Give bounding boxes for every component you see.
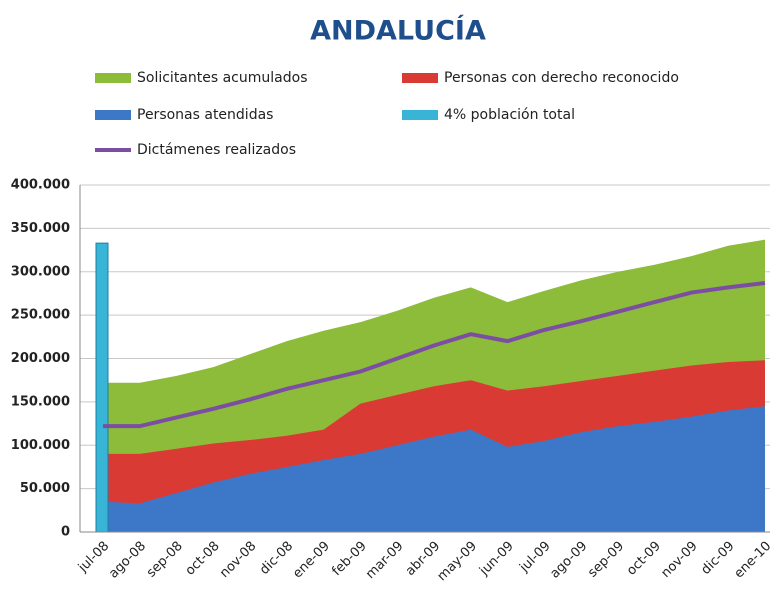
legend-label: 4% población total <box>444 107 575 123</box>
legend-swatch <box>402 73 438 83</box>
legend-swatch <box>95 73 131 83</box>
x-tick-label: oct-09 <box>624 539 664 579</box>
y-tick-label: 0 <box>61 525 70 540</box>
x-tick-label: mar-09 <box>363 539 406 582</box>
y-tick-label: 250.000 <box>11 308 70 323</box>
legend-label: Solicitantes acumulados <box>137 70 307 86</box>
bar <box>95 242 109 533</box>
x-tick-label: jun-09 <box>476 539 517 580</box>
y-tick-label: 300.000 <box>11 264 70 279</box>
y-tick-label: 100.000 <box>11 438 70 453</box>
x-tick-label: ene-10 <box>732 539 772 582</box>
x-tick-label: nov-08 <box>217 539 259 581</box>
legend-swatch <box>402 110 438 120</box>
x-tick-label: ene-09 <box>290 539 333 582</box>
legend-label: Personas atendidas <box>137 107 273 123</box>
x-tick-label: oct-08 <box>183 539 223 579</box>
x-tick-label: ago-09 <box>548 539 591 582</box>
y-tick-label: 200.000 <box>11 351 70 366</box>
x-tick-label: sep-08 <box>144 539 186 581</box>
x-tick-label: sep-09 <box>585 539 627 581</box>
line <box>103 281 766 429</box>
legend-label: Dictámenes realizados <box>137 142 296 158</box>
y-tick-label: 350.000 <box>11 221 70 236</box>
x-tick-label: nov-09 <box>658 539 700 581</box>
y-tick-label: 150.000 <box>11 394 70 409</box>
y-tick-label: 50.000 <box>20 481 70 496</box>
chart-title: ANDALUCÍA <box>310 15 486 47</box>
x-tick-label: ago-08 <box>106 539 149 582</box>
area <box>103 406 765 532</box>
y-tick-label: 400.000 <box>11 178 70 193</box>
legend-swatch <box>95 110 131 120</box>
legend-label: Personas con derecho reconocido <box>444 70 679 86</box>
x-tick-label: may-09 <box>435 539 480 584</box>
